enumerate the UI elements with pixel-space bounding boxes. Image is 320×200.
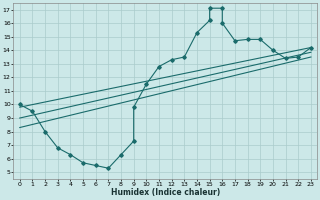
- X-axis label: Humidex (Indice chaleur): Humidex (Indice chaleur): [111, 188, 220, 197]
